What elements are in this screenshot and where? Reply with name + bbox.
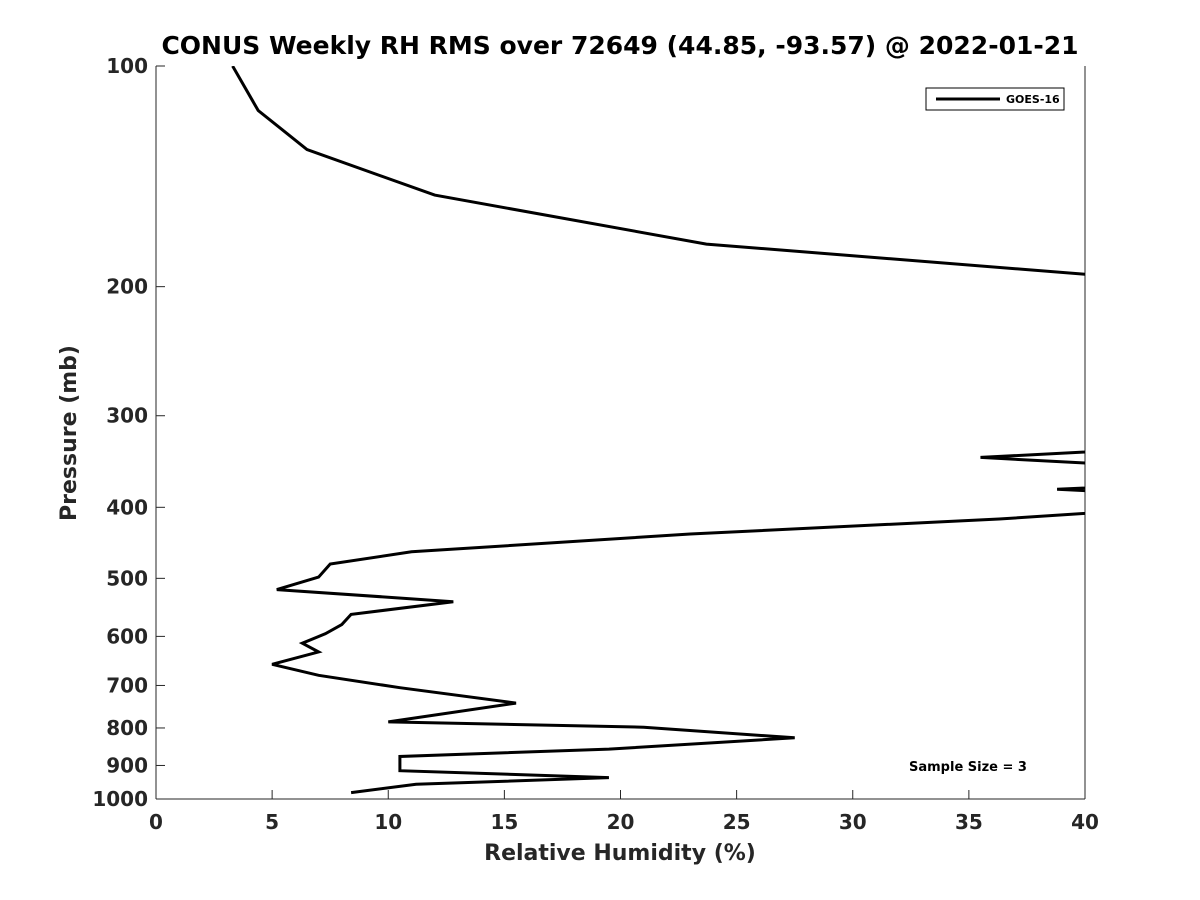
- y-tick-label: 400: [106, 495, 148, 519]
- x-tick-label: 5: [265, 810, 279, 834]
- x-tick-label: 10: [374, 810, 402, 834]
- y-tick-label: 300: [106, 404, 148, 428]
- x-tick-label: 20: [607, 810, 635, 834]
- y-tick-label: 700: [106, 673, 148, 697]
- y-tick-label: 100: [106, 54, 148, 78]
- y-tick-label: 600: [106, 624, 148, 648]
- x-tick-label: 30: [839, 810, 867, 834]
- chart-title: CONUS Weekly RH RMS over 72649 (44.85, -…: [161, 31, 1078, 60]
- sample-size-annotation: Sample Size = 3: [909, 760, 1027, 775]
- series-line-goes-16: [231, 66, 1085, 795]
- x-axis-ticks: 0 5 10 15 20 25 30 35 40: [149, 790, 1099, 834]
- x-axis-label: Relative Humidity (%): [484, 841, 756, 866]
- x-tick-label: 25: [723, 810, 751, 834]
- y-axis-label: Pressure (mb): [57, 345, 82, 521]
- x-tick-label: 15: [490, 810, 518, 834]
- y-axis-ticks: 100 200 300 400 500 600 700 800 900 1000: [92, 54, 165, 811]
- legend: GOES-16: [925, 87, 1065, 111]
- y-tick-label: 800: [106, 716, 148, 740]
- y-tick-label: 900: [106, 753, 148, 777]
- plot-area: [155, 66, 1086, 800]
- y-tick-label: 1000: [92, 787, 148, 811]
- x-tick-label: 35: [955, 810, 983, 834]
- series-layer: [231, 66, 1085, 795]
- x-tick-label: 40: [1071, 810, 1099, 834]
- y-tick-label: 500: [106, 566, 148, 590]
- x-tick-label: 0: [149, 810, 163, 834]
- axes-background: [156, 66, 1085, 799]
- legend-label-goes-16: GOES-16: [1006, 93, 1060, 106]
- y-tick-label: 200: [106, 275, 148, 299]
